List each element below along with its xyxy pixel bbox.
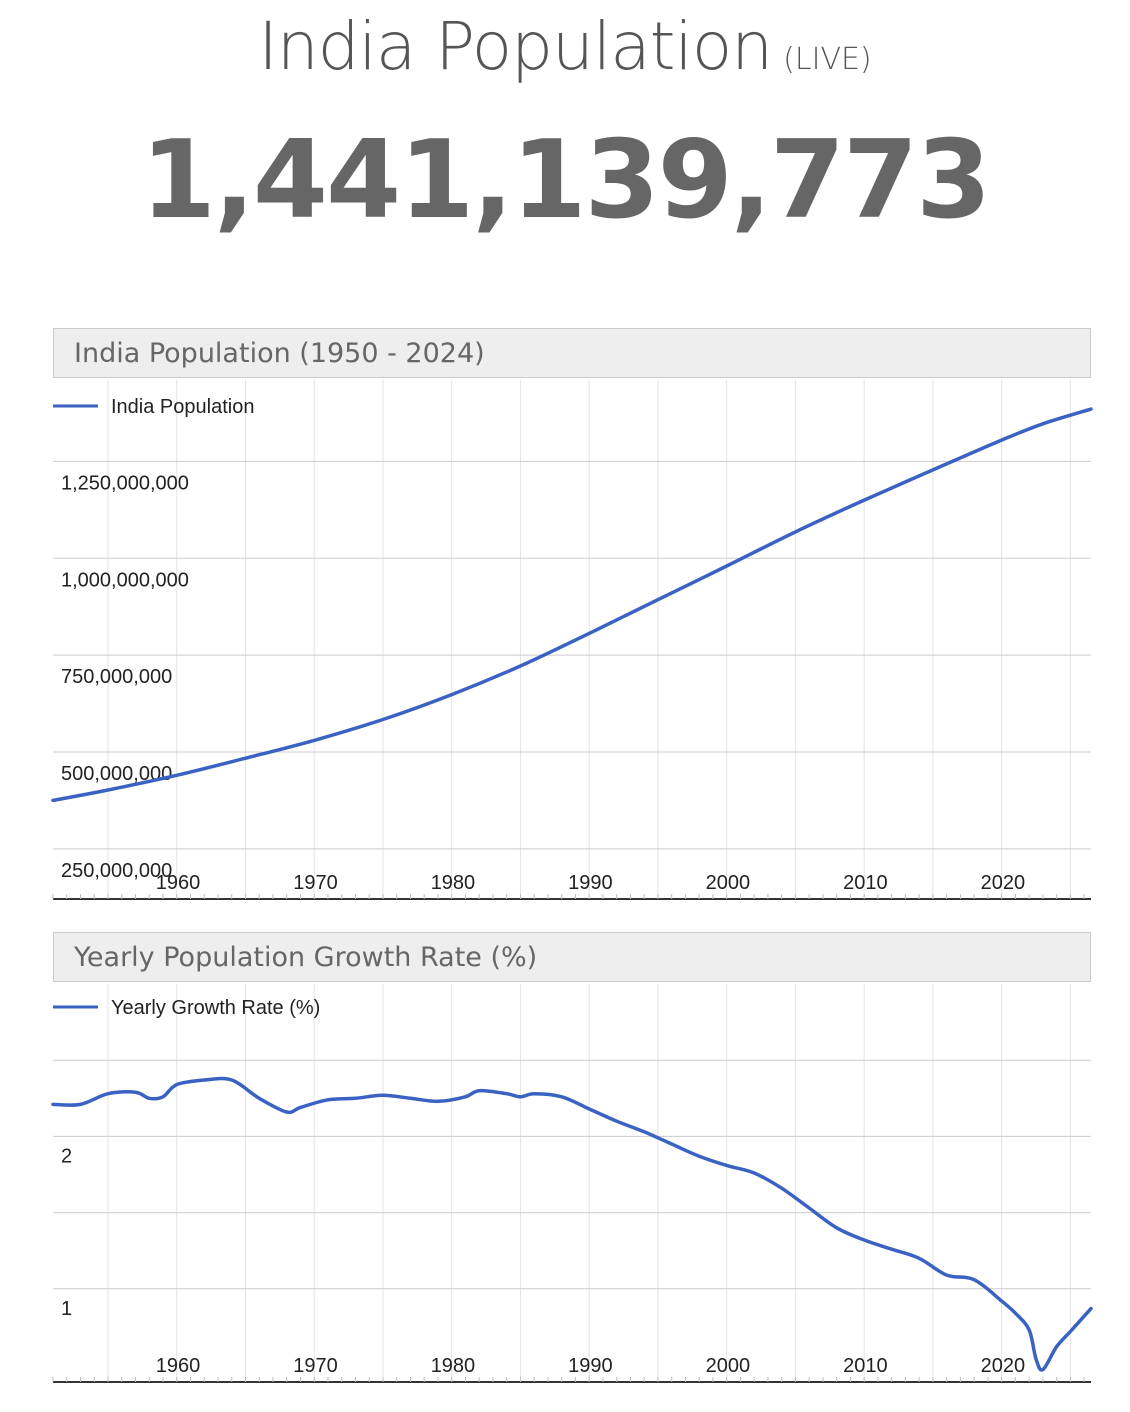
- x-tick-label: 2000: [706, 872, 751, 894]
- x-tick-label: 2020: [981, 1355, 1026, 1377]
- y-tick-label: 500,000,000: [61, 763, 172, 785]
- x-tick-label: 1980: [431, 872, 476, 894]
- y-tick-label: 1,000,000,000: [61, 569, 189, 591]
- x-tick-label: 1960: [156, 872, 201, 894]
- population-chart: 250,000,000 500,000,000 750,000,000 1,000,0…: [51, 380, 1093, 900]
- series-line: [51, 407, 1093, 803]
- x-tick-label: 1970: [293, 1355, 338, 1377]
- x-tick-label: 2010: [843, 872, 888, 894]
- population-chart-header: India Population (1950 - 2024): [53, 328, 1091, 378]
- x-tick-label: 1960: [156, 1355, 201, 1377]
- legend-label: Yearly Growth Rate (%): [111, 997, 320, 1019]
- legend-label: India Population: [111, 396, 254, 418]
- x-tick-label: 1980: [431, 1355, 476, 1377]
- x-tick-label: 2000: [706, 1355, 751, 1377]
- growth-rate-chart-header: Yearly Population Growth Rate (%): [53, 932, 1091, 982]
- growth-rate-chart: 1 2 1960 1970 1980 1990 2000 2010 2020 Yearly Gro…: [51, 984, 1093, 1383]
- live-label: (LIVE): [783, 42, 872, 77]
- page-title: India Population (LIVE): [0, 8, 1130, 85]
- y-tick-label: 750,000,000: [61, 666, 172, 688]
- x-tick-label: 1990: [568, 872, 613, 894]
- x-tick-label: 2010: [843, 1355, 888, 1377]
- page-title-text: India Population: [258, 8, 773, 85]
- y-tick-label: 250,000,000: [61, 860, 172, 882]
- live-population-counter: 1,441,139,773: [140, 118, 992, 243]
- y-tick-label: 1,250,000,000: [61, 472, 189, 494]
- y-tick-label: 2: [61, 1145, 72, 1167]
- x-tick-label: 2020: [981, 872, 1026, 894]
- x-tick-label: 1990: [568, 1355, 613, 1377]
- x-tick-label: 1970: [293, 872, 338, 894]
- series-line: [51, 1076, 1093, 1372]
- y-tick-label: 1: [61, 1298, 72, 1320]
